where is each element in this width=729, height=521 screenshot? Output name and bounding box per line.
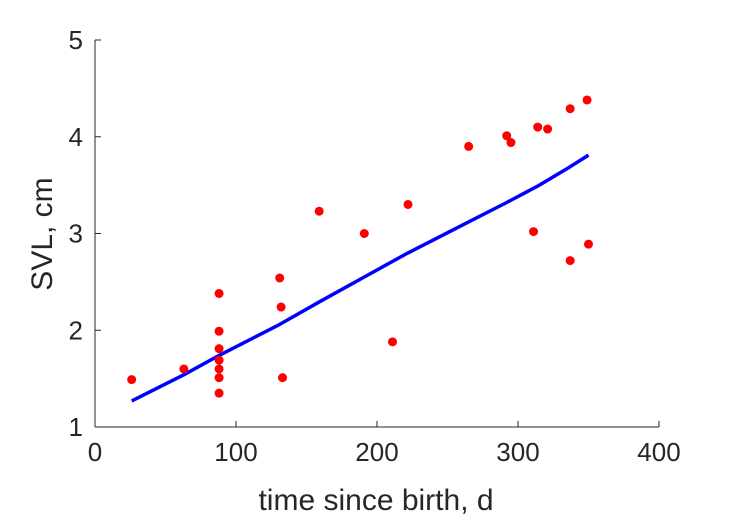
fit-line-layer bbox=[130, 153, 590, 403]
data-point bbox=[464, 141, 474, 151]
data-point bbox=[214, 288, 224, 298]
data-points-layer bbox=[127, 95, 593, 398]
data-point bbox=[214, 355, 224, 365]
x-tick-label: 400 bbox=[637, 437, 680, 467]
y-tick-label: 3 bbox=[69, 219, 83, 249]
x-tick-label: 300 bbox=[496, 437, 539, 467]
data-point bbox=[582, 95, 592, 105]
data-point bbox=[127, 375, 137, 385]
data-point bbox=[275, 273, 285, 283]
y-tick-label: 1 bbox=[69, 412, 83, 442]
data-point bbox=[403, 199, 413, 209]
data-point bbox=[506, 138, 516, 148]
data-point bbox=[565, 256, 575, 266]
data-point bbox=[214, 388, 224, 398]
fit-line bbox=[130, 153, 590, 403]
y-tick-label: 5 bbox=[69, 25, 83, 55]
data-point bbox=[214, 344, 224, 354]
data-point bbox=[214, 364, 224, 374]
x-tick-label: 200 bbox=[355, 437, 398, 467]
data-point bbox=[278, 373, 288, 383]
data-point bbox=[214, 373, 224, 383]
x-axis-label: time since birth, d bbox=[258, 484, 493, 517]
data-point bbox=[533, 122, 543, 132]
data-point bbox=[529, 227, 539, 237]
data-point bbox=[276, 302, 286, 312]
y-tick-label: 4 bbox=[69, 122, 83, 152]
data-point bbox=[214, 326, 224, 336]
data-point bbox=[388, 337, 398, 347]
data-point bbox=[179, 364, 189, 374]
y-axis-label: SVL, cm bbox=[26, 177, 59, 290]
data-point bbox=[359, 229, 369, 238]
axes: 0 100 200 300 400 1 2 3 4 5 bbox=[69, 25, 681, 467]
x-tick-label: 0 bbox=[88, 437, 102, 467]
data-point bbox=[584, 239, 593, 249]
data-point bbox=[314, 206, 324, 216]
data-point bbox=[565, 104, 575, 114]
data-point bbox=[543, 124, 553, 134]
x-tick-label: 100 bbox=[214, 437, 257, 467]
data-point bbox=[502, 131, 512, 141]
y-tick-label: 2 bbox=[69, 315, 83, 345]
